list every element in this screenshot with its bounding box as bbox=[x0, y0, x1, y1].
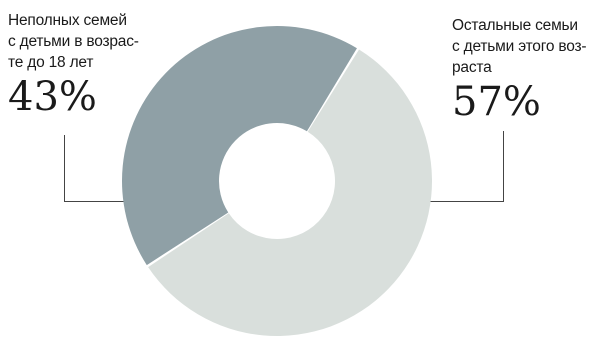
leader-line-slice-1 bbox=[430, 131, 504, 202]
slice-0-value-label: 43% bbox=[8, 74, 97, 120]
donut-slices bbox=[122, 25, 433, 337]
slice-1-label-line-0: Остальные семьи bbox=[452, 17, 578, 34]
leader-line-slice-0 bbox=[64, 135, 128, 202]
slice-0-label-line-0: Неполных семей bbox=[8, 12, 127, 29]
slice-label-single-parent-families: Неполных семей с детьми в возрас- те до … bbox=[8, 10, 139, 117]
leader-lines bbox=[64, 131, 504, 202]
slice-0 bbox=[122, 25, 357, 266]
slice-1 bbox=[148, 49, 433, 337]
slice-0-label-line-2: те до 18 лет bbox=[8, 54, 94, 71]
slice-label-other-families: Остальные семьи с детьми этого воз- раст… bbox=[452, 15, 587, 125]
slice-0-label-line-1: с детьми в возрас- bbox=[8, 33, 139, 50]
slice-1-label-line-1: с детьми этого воз- bbox=[452, 38, 587, 55]
slice-1-value-label: 57% bbox=[452, 79, 541, 125]
slice-1-label-line-2: раста bbox=[452, 59, 492, 76]
